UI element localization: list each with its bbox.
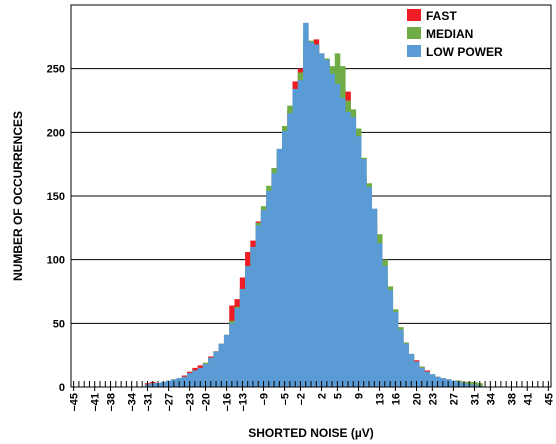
- histogram-bar: [255, 225, 262, 387]
- histogram-bar: [266, 190, 272, 387]
- x-tick-label: 27: [448, 393, 460, 405]
- histogram-bar: [308, 41, 314, 387]
- x-tick-label: 23: [427, 393, 439, 405]
- y-tick-label: 100: [47, 255, 65, 267]
- x-tick-label: –23: [185, 393, 197, 411]
- series-low-power: [144, 22, 483, 388]
- legend-label: MEDIAN: [426, 27, 473, 41]
- histogram-bar: [318, 53, 325, 388]
- x-tick-label: –13: [237, 393, 249, 411]
- legend-label: FAST: [426, 9, 457, 23]
- x-tick-label: 20: [411, 393, 423, 405]
- histogram-bar: [413, 361, 420, 387]
- legend: FAST MEDIAN LOW POWER: [407, 9, 503, 59]
- histogram-bar: [281, 131, 288, 387]
- histogram-bar: [340, 97, 346, 387]
- y-tick-label: 0: [59, 382, 65, 394]
- histogram-bar: [398, 329, 404, 387]
- histogram-bar: [202, 364, 209, 387]
- histogram-bar: [239, 288, 246, 387]
- x-tick-label: 41: [522, 393, 534, 405]
- y-tick-label: 150: [47, 191, 65, 203]
- histogram-bar: [229, 323, 235, 387]
- histogram-bar: [324, 59, 330, 388]
- legend-label: LOW POWER: [426, 45, 503, 59]
- x-tick-label: –20: [201, 393, 213, 411]
- x-tick-label: –16: [222, 393, 234, 411]
- histogram-bar: [208, 357, 214, 387]
- x-tick-label: –2: [295, 393, 307, 405]
- histogram-bar: [424, 371, 430, 387]
- histogram-bar: [403, 343, 409, 387]
- histogram-bar: [192, 370, 198, 387]
- histogram-bar: [297, 80, 304, 388]
- histogram-bar: [371, 208, 378, 387]
- histogram-bar: [197, 367, 204, 387]
- histogram-bar: [213, 351, 219, 387]
- x-tick-label: –9: [259, 393, 271, 405]
- x-tick-label: –5: [280, 393, 292, 405]
- legend-swatch: [407, 27, 421, 39]
- legend-swatch: [407, 9, 421, 21]
- y-tick-label: 50: [53, 318, 65, 330]
- histogram-bar: [260, 210, 267, 387]
- x-tick-label: 45: [543, 393, 555, 405]
- histogram-bar: [334, 83, 341, 388]
- histogram-bar: [345, 111, 351, 388]
- histogram-bar: [234, 308, 241, 387]
- x-tick-label: 31: [470, 393, 482, 405]
- plot-frame: [70, 4, 552, 388]
- x-tick-label: 13: [375, 393, 387, 405]
- x-tick-label: 34: [485, 392, 497, 405]
- x-tick-label: –38: [106, 393, 118, 411]
- histogram-bar: [287, 113, 293, 387]
- histogram-bar: [245, 266, 251, 387]
- histogram-bar: [361, 159, 367, 387]
- x-tick-label: 5: [332, 393, 344, 399]
- histogram-bar: [271, 173, 278, 387]
- histogram-bar: [187, 372, 193, 387]
- x-tick-label: 2: [317, 393, 329, 399]
- histogram-bar: [313, 44, 320, 388]
- histogram-bar: [223, 334, 230, 387]
- x-axis-ticks: –45 –41 –38 –34 –31 –27 –23 –20 –16 –13 –9 –5 –2 2 5 9 1…: [69, 381, 555, 411]
- x-tick-label: –45: [69, 393, 81, 411]
- legend-swatch: [407, 45, 421, 57]
- histogram-bar: [392, 311, 399, 387]
- y-tick-label: 250: [47, 64, 65, 76]
- histogram-bar: [329, 73, 336, 387]
- histogram-bar: [387, 290, 394, 387]
- x-tick-label: 16: [390, 393, 402, 405]
- histogram-bar: [355, 136, 362, 387]
- x-tick-label: –34: [127, 392, 139, 411]
- x-tick-label: 38: [506, 393, 518, 405]
- histogram-bar: [250, 246, 256, 387]
- x-tick-label: 9: [353, 393, 365, 399]
- histogram-bar: [350, 117, 357, 387]
- histogram-bars: [144, 22, 483, 388]
- histogram-bar: [429, 374, 436, 387]
- x-tick-label: –41: [90, 393, 102, 411]
- histogram-bar: [376, 243, 383, 387]
- histogram-bar: [419, 367, 425, 387]
- y-axis-ticks: 0 50 100 150 200 250: [47, 64, 65, 394]
- x-tick-label: –27: [164, 393, 176, 411]
- histogram-bar: [366, 187, 372, 387]
- y-tick-label: 200: [47, 127, 65, 139]
- histogram-bar: [276, 148, 283, 387]
- x-axis-title: SHORTED NOISE (µV): [248, 426, 374, 440]
- histogram-bar: [292, 89, 299, 387]
- y-axis-title: NUMBER OF OCCURRENCES: [11, 111, 25, 281]
- histogram-bar: [408, 353, 415, 387]
- histogram-bar: [218, 343, 225, 387]
- histogram-bar: [382, 266, 388, 387]
- x-tick-label: –31: [142, 393, 154, 411]
- histogram-bar: [303, 22, 309, 388]
